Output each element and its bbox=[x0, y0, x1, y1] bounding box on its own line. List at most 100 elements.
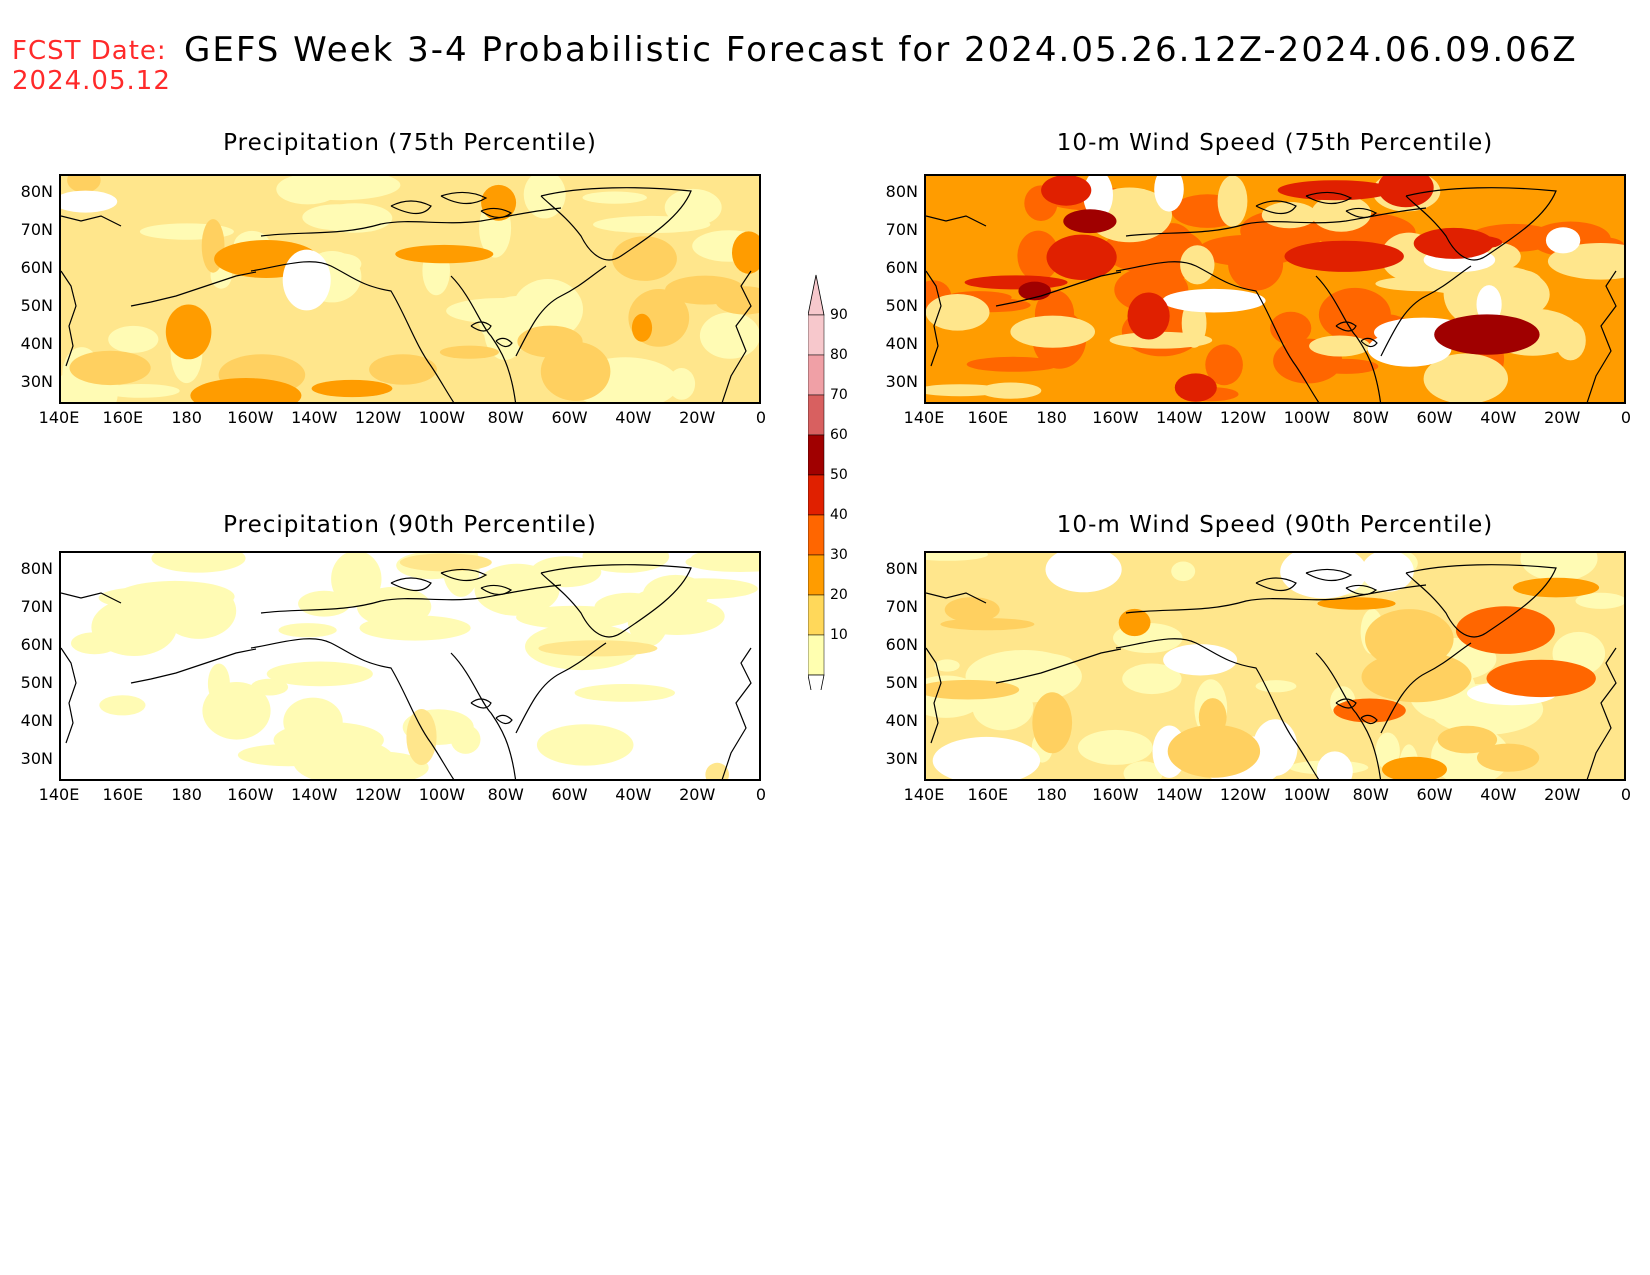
shaded-region bbox=[61, 190, 118, 213]
lon-label: 160W bbox=[227, 408, 274, 427]
lat-label: 80N bbox=[20, 182, 53, 201]
map-precip-90 bbox=[59, 551, 761, 781]
shaded-region bbox=[1180, 245, 1215, 285]
lon-label: 40W bbox=[1480, 408, 1517, 427]
lon-label: 80W bbox=[487, 785, 524, 804]
shaded-region bbox=[1162, 288, 1266, 313]
shaded-region bbox=[944, 597, 1000, 623]
shaded-region bbox=[202, 682, 271, 740]
shaded-region bbox=[1174, 373, 1217, 402]
shaded-region bbox=[732, 231, 759, 274]
shaded-region bbox=[115, 580, 235, 613]
colorbar-level-label: 70 bbox=[830, 387, 848, 403]
shaded-region bbox=[582, 553, 670, 573]
shaded-region bbox=[1077, 729, 1153, 765]
shaded-region bbox=[1217, 176, 1248, 227]
shaded-region bbox=[1167, 724, 1261, 778]
lat-label: 50N bbox=[20, 673, 53, 692]
shaded-region bbox=[190, 378, 302, 402]
lat-label: 60N bbox=[885, 635, 918, 654]
shaded-region bbox=[664, 188, 722, 226]
shaded-region bbox=[932, 736, 1041, 779]
shaded-region bbox=[332, 751, 429, 779]
shaded-region bbox=[690, 553, 759, 568]
lon-label: 120W bbox=[1219, 785, 1267, 804]
shaded-region bbox=[278, 623, 337, 638]
lon-label: 160W bbox=[1092, 785, 1139, 804]
shaded-region bbox=[1032, 692, 1073, 754]
colorbar-segment bbox=[808, 394, 825, 436]
shaded-region bbox=[1455, 606, 1555, 654]
colorbar-segment bbox=[808, 474, 825, 516]
lon-label: 160E bbox=[967, 408, 1009, 427]
forecast-date-label: FCST Date: bbox=[12, 36, 167, 66]
shaded-region bbox=[108, 325, 159, 353]
lon-label: 80W bbox=[487, 408, 524, 427]
colorbar-level-label: 10 bbox=[830, 627, 848, 643]
lon-label: 180 bbox=[171, 785, 202, 804]
shaded-region bbox=[1010, 315, 1095, 348]
shaded-region bbox=[574, 684, 675, 702]
shaded-region bbox=[1154, 176, 1184, 212]
lon-label: 140E bbox=[38, 408, 80, 427]
shaded-region bbox=[1486, 659, 1596, 698]
lat-label: 50N bbox=[885, 296, 918, 315]
lon-label: 100W bbox=[418, 408, 466, 427]
colorbar-segment bbox=[808, 354, 825, 396]
shaded-region bbox=[1171, 561, 1196, 582]
shaded-region bbox=[1118, 608, 1151, 637]
shaded-region bbox=[1318, 287, 1391, 342]
main-title: GEFS Week 3-4 Probabilistic Forecast for… bbox=[184, 30, 1578, 70]
lon-label: 100W bbox=[1283, 408, 1331, 427]
shaded-region bbox=[516, 605, 633, 629]
shaded-region bbox=[1575, 592, 1624, 609]
lon-label: 40W bbox=[1480, 785, 1517, 804]
shaded-region bbox=[1122, 663, 1182, 695]
shaded-region bbox=[649, 578, 758, 600]
shaded-region bbox=[934, 659, 960, 672]
shaded-region bbox=[1127, 292, 1170, 340]
colorbar-level-label: 40 bbox=[830, 507, 848, 523]
lon-label: 180 bbox=[1036, 408, 1067, 427]
shaded-region bbox=[966, 356, 1060, 372]
lon-label: 180 bbox=[171, 408, 202, 427]
shaded-region bbox=[69, 350, 151, 386]
lon-label: 140W bbox=[291, 408, 338, 427]
shaded-region bbox=[1477, 743, 1540, 772]
lon-label: 160W bbox=[1092, 408, 1139, 427]
shaded-region bbox=[1000, 652, 1074, 673]
lon-label: 20W bbox=[679, 785, 716, 804]
shaded-region bbox=[369, 354, 437, 385]
lat-label: 80N bbox=[885, 559, 918, 578]
shaded-region bbox=[1545, 227, 1581, 254]
shaded-region bbox=[99, 695, 146, 716]
shaded-region bbox=[1163, 644, 1238, 676]
shaded-region bbox=[1317, 597, 1396, 610]
colorbar-level-label: 30 bbox=[830, 547, 848, 563]
shaded-region bbox=[1361, 553, 1414, 592]
lon-label: 140W bbox=[1156, 785, 1203, 804]
shaded-region bbox=[979, 382, 1042, 399]
coastline bbox=[926, 564, 1617, 779]
shaded-region bbox=[1512, 577, 1600, 598]
map-wind-90 bbox=[924, 551, 1626, 781]
colorbar-top-tip bbox=[808, 274, 825, 316]
lon-label: 60W bbox=[1416, 785, 1453, 804]
shaded-region bbox=[1046, 234, 1117, 280]
shaded-region bbox=[593, 215, 711, 234]
lon-label: 0 bbox=[755, 785, 767, 804]
shaded-region bbox=[282, 249, 331, 311]
shaded-region bbox=[1041, 176, 1092, 206]
shaded-region bbox=[612, 236, 677, 281]
lon-label: 20W bbox=[679, 408, 716, 427]
lat-label: 40N bbox=[20, 711, 53, 730]
colorbar-level-label: 20 bbox=[830, 587, 848, 603]
shaded-region bbox=[276, 176, 340, 205]
shaded-region bbox=[1109, 331, 1213, 349]
shaded-region bbox=[250, 678, 289, 696]
lon-label: 40W bbox=[615, 408, 652, 427]
lat-label: 30N bbox=[885, 372, 918, 391]
lon-label: 140W bbox=[1156, 408, 1203, 427]
shaded-region bbox=[1017, 230, 1060, 282]
lat-label: 70N bbox=[885, 597, 918, 616]
